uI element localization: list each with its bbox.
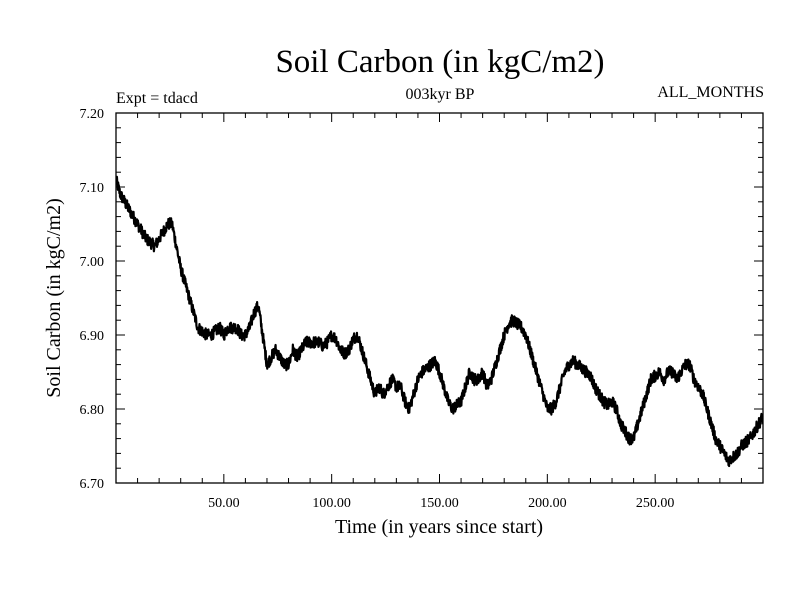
y-tick-label: 7.20 [80, 107, 105, 122]
y-tick-label: 6.70 [80, 477, 105, 492]
x-tick-label: 50.00 [208, 496, 240, 511]
x-tick-label: 150.00 [420, 496, 459, 511]
chart-subtitle: 003kyr BP [406, 86, 475, 103]
x-axis-label: Time (in years since start) [335, 516, 543, 538]
chart-title: Soil Carbon (in kgC/m2) [275, 44, 604, 80]
y-tick-labels: 6.70 6.80 6.90 7.00 7.10 7.20 [80, 107, 105, 492]
axis-ticks [116, 113, 763, 483]
y-tick-label: 7.10 [80, 181, 105, 196]
x-tick-label: 100.00 [312, 496, 351, 511]
soil-carbon-series-line [116, 175, 763, 468]
y-axis-label: Soil Carbon (in kgC/m2) [43, 198, 65, 397]
x-tick-label: 200.00 [528, 496, 567, 511]
plot-frame [115, 112, 764, 484]
x-tick-labels: 50.00 100.00 150.00 200.00 250.00 [208, 496, 674, 511]
y-tick-label: 6.80 [80, 403, 105, 418]
y-tick-label: 6.90 [80, 329, 105, 344]
x-tick-label: 250.00 [636, 496, 675, 511]
experiment-label: Expt = tdacd [116, 90, 198, 107]
y-tick-label: 7.00 [80, 255, 105, 270]
period-label: ALL_MONTHS [657, 84, 764, 101]
